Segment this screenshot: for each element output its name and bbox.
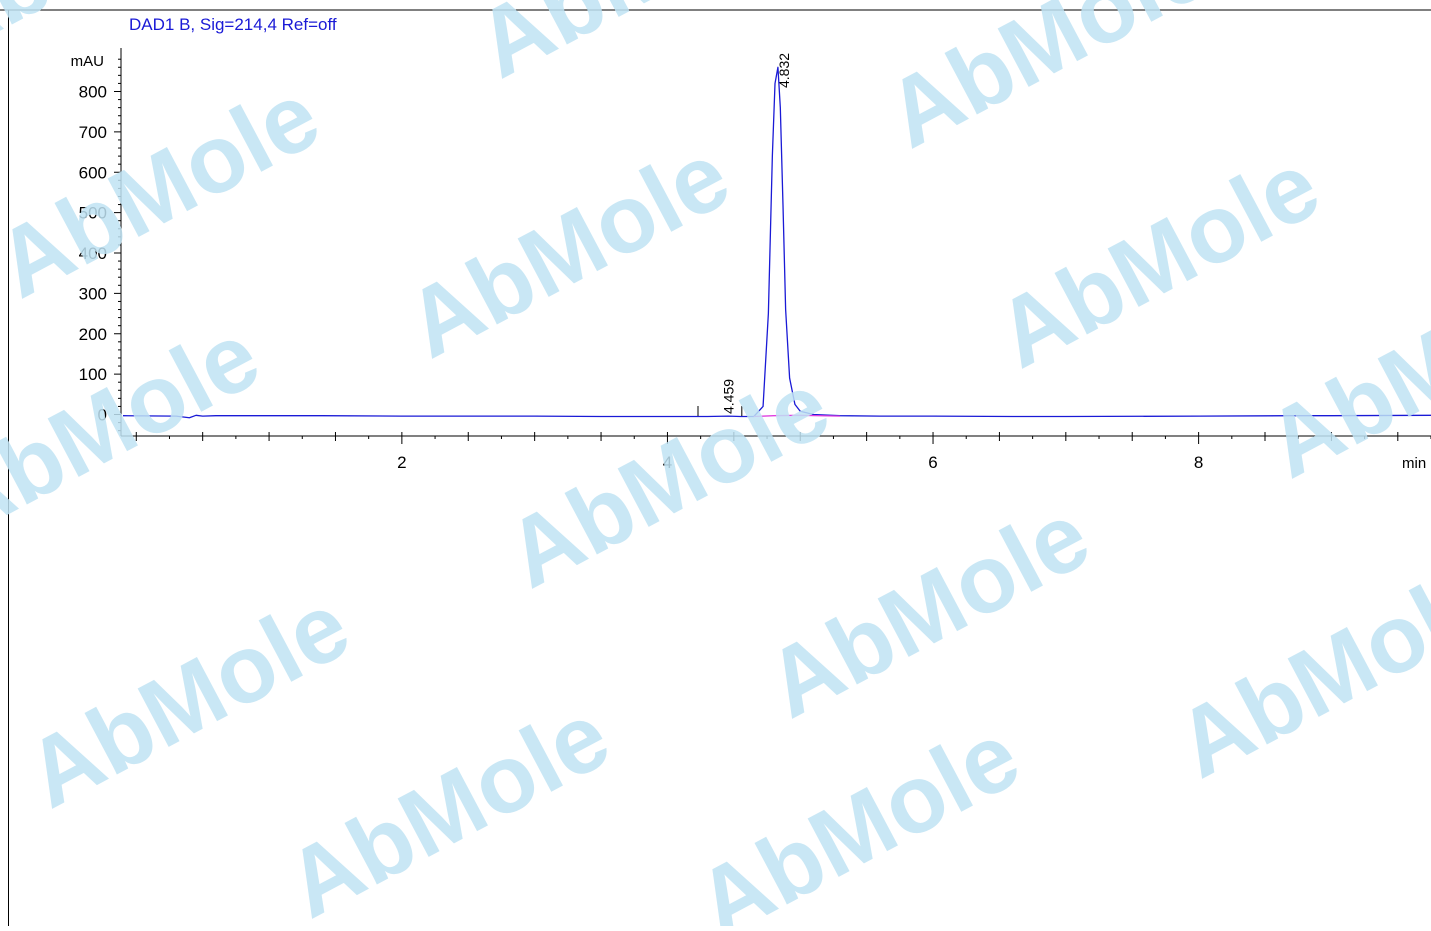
x-tick-label: 4 xyxy=(663,453,672,472)
watermark-text: AbMole xyxy=(0,61,336,318)
x-tick-label: 2 xyxy=(397,453,406,472)
y-tick-label: 200 xyxy=(79,325,107,344)
chart-title: DAD1 B, Sig=214,4 Ref=off xyxy=(129,15,337,34)
watermark-text: AbMole xyxy=(1160,541,1431,798)
y-tick-label: 500 xyxy=(79,204,107,223)
y-tick-label: 100 xyxy=(79,365,107,384)
watermark-text: AbMole xyxy=(0,0,261,79)
x-tick-label: 8 xyxy=(1194,453,1203,472)
peak-label: 4.832 xyxy=(776,53,792,88)
watermark-text: AbMole xyxy=(270,681,626,926)
watermark-text: AbMole xyxy=(490,351,846,608)
y-tick-label: 600 xyxy=(79,163,107,182)
watermark-text: AbMole xyxy=(680,701,1036,926)
watermark-text: AbMole xyxy=(870,0,1226,169)
y-tick-label: 700 xyxy=(79,123,107,142)
y-tick-label: 300 xyxy=(79,284,107,303)
series-group xyxy=(122,66,1431,419)
watermark-text: AbMole xyxy=(750,481,1106,738)
x-axis-label: min xyxy=(1402,455,1426,472)
y-tick-label: 400 xyxy=(79,244,107,263)
x-tick-label: 6 xyxy=(928,453,937,472)
watermark-text: AbMole xyxy=(0,301,276,558)
y-axis-label: mAU xyxy=(71,53,104,70)
peak-label: 4.459 xyxy=(720,379,736,414)
peak-labels: 4.459 4.832 xyxy=(697,53,792,416)
axes: 0 100 200 300 400 500 600 700 800 2 4 6 8 xyxy=(79,48,1431,472)
y-tick-label: 800 xyxy=(79,83,107,102)
watermark-text: AbMole xyxy=(460,0,816,99)
watermark-text: AbMole xyxy=(980,131,1336,388)
y-tick-label: 0 xyxy=(98,406,107,425)
series-line-2 xyxy=(753,414,841,418)
series-line-1 xyxy=(122,66,1431,419)
watermark-text: AbMole xyxy=(390,121,746,378)
watermark-text: AbMole xyxy=(10,571,366,828)
